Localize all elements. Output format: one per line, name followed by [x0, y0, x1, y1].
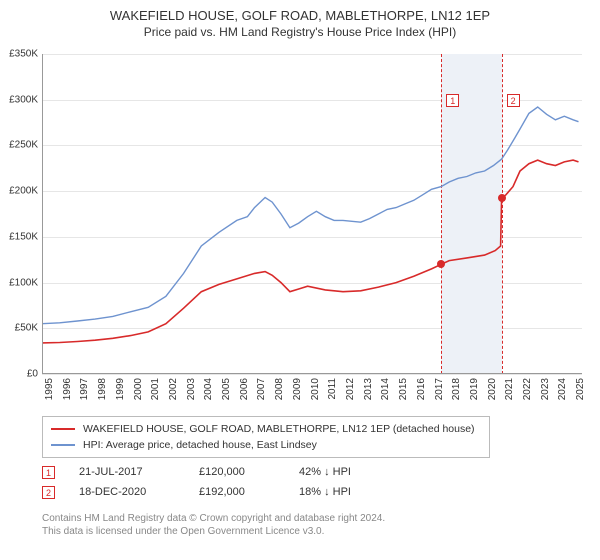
y-axis-label: £150K — [0, 231, 38, 242]
chart-title-line1: WAKEFIELD HOUSE, GOLF ROAD, MABLETHORPE,… — [0, 8, 600, 23]
legend-item: HPI: Average price, detached house, East… — [51, 437, 481, 453]
marker-box-icon: 1 — [42, 466, 55, 479]
y-axis-label: £200K — [0, 186, 38, 197]
footer: Contains HM Land Registry data © Crown c… — [42, 512, 385, 538]
sale-price: £192,000 — [199, 486, 299, 498]
y-axis-label: £0 — [0, 369, 38, 380]
legend-item: WAKEFIELD HOUSE, GOLF ROAD, MABLETHORPE,… — [51, 421, 481, 437]
series-line-price_paid — [42, 160, 579, 343]
marker-box-icon: 1 — [446, 94, 459, 107]
plot-area: 12 1995199619971998199920002001200220032… — [42, 54, 582, 374]
legend: WAKEFIELD HOUSE, GOLF ROAD, MABLETHORPE,… — [42, 416, 490, 458]
table-row: 2 18-DEC-2020 £192,000 18% ↓ HPI — [42, 482, 399, 502]
marker-box-icon: 2 — [42, 486, 55, 499]
sale-point-icon — [437, 260, 445, 268]
y-axis-label: £250K — [0, 140, 38, 151]
y-axis-label: £350K — [0, 49, 38, 60]
series-line-hpi — [42, 107, 579, 324]
footer-line1: Contains HM Land Registry data © Crown c… — [42, 512, 385, 525]
y-axis-label: £300K — [0, 94, 38, 105]
chart-title-line2: Price paid vs. HM Land Registry's House … — [0, 25, 600, 39]
legend-label: HPI: Average price, detached house, East… — [83, 439, 317, 451]
sale-date: 18-DEC-2020 — [79, 486, 199, 498]
sale-diff: 18% ↓ HPI — [299, 486, 399, 498]
table-row: 1 21-JUL-2017 £120,000 42% ↓ HPI — [42, 462, 399, 482]
footer-line2: This data is licensed under the Open Gov… — [42, 525, 385, 538]
sale-diff: 42% ↓ HPI — [299, 466, 399, 478]
grid-line — [42, 374, 582, 375]
sale-price: £120,000 — [199, 466, 299, 478]
y-axis-label: £100K — [0, 277, 38, 288]
marker-box-icon: 2 — [507, 94, 520, 107]
legend-swatch — [51, 444, 75, 446]
y-axis-label: £50K — [0, 323, 38, 334]
sale-date: 21-JUL-2017 — [79, 466, 199, 478]
legend-label: WAKEFIELD HOUSE, GOLF ROAD, MABLETHORPE,… — [83, 423, 475, 435]
sales-table: 1 21-JUL-2017 £120,000 42% ↓ HPI 2 18-DE… — [42, 462, 399, 502]
legend-swatch — [51, 428, 75, 430]
sale-point-icon — [498, 194, 506, 202]
